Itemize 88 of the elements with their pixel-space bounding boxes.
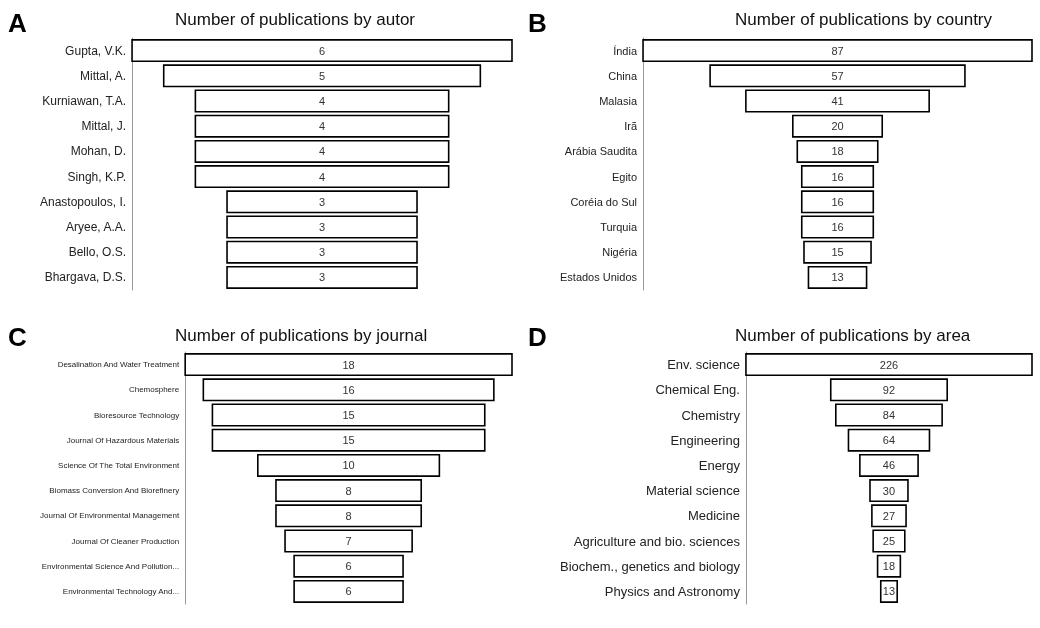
category-label: Environmental Science And Pollution... [41,561,180,571]
category-label: Índia [613,44,638,57]
data-label: 4 [318,120,326,133]
data-label: 3 [318,271,326,284]
category-label: Mohan, D. [70,144,127,159]
category-label: Irã [624,120,638,133]
category-label: Bioresource Technology [93,410,180,420]
text: Number of publications by journal [175,326,428,345]
data-label: 18 [342,358,355,371]
data-label: 10 [342,459,355,472]
category-label: Environmental Technology And... [62,586,180,596]
data-label: 7 [345,535,352,547]
category-label: Chemistry [681,407,741,423]
category-label: Physics and Astronomy [604,583,741,599]
data-label: 18 [882,560,896,573]
category-label: Kurniawan, T.A. [42,94,127,108]
category-label: Biochem., genetics and biology [559,558,741,574]
category-label: Gupta, V.K. [65,43,127,58]
category-label: Malasia [599,95,638,107]
category-label: Science Of The Total Environment [58,460,180,470]
category-label: Singh, K.P. [67,169,127,184]
data-label: 16 [831,195,844,208]
text: A [8,8,27,39]
category-label: Mittal, J. [81,119,127,134]
data-label: 64 [882,434,896,447]
data-label: 13 [831,271,844,284]
text: Number of publications by autor [175,10,416,29]
data-label: 13 [882,585,896,598]
category-label: Biomass Conversion And Biorefinery [49,486,180,496]
category-label: Journal Of Environmental Management [40,511,180,521]
text: D [528,322,547,353]
text: C [8,322,27,353]
data-label: 15 [342,434,355,447]
data-label: 6 [345,585,352,598]
text: Number of publications by area [735,326,971,345]
data-label: 16 [342,383,355,396]
category-label: Bhargava, D.S. [44,270,127,285]
category-label: Desalination And Water Treatment [57,360,180,370]
category-label: Egito [611,170,638,183]
category-label: Engineering [670,432,740,448]
category-label: Nigéria [602,246,638,259]
category-label: Aryee, A.A. [66,220,127,234]
data-label: 15 [831,246,844,259]
data-label: 3 [318,195,326,208]
category-label: Medicine [687,508,740,524]
data-label: 46 [882,459,896,472]
data-label: 16 [831,170,844,183]
data-label: 3 [318,246,326,259]
category-label: Env. science [667,357,740,373]
data-label: 16 [831,221,844,233]
data-label: 84 [882,409,896,421]
data-label: 15 [342,409,355,421]
category-label: Chemical Eng. [655,382,740,398]
category-label: Estados Unidos [560,271,638,284]
data-label: 4 [318,145,326,158]
data-label: 4 [318,170,326,183]
data-label: 4 [318,95,326,107]
text: B [528,8,547,39]
text: Number of publications by country [735,10,993,29]
data-label: 6 [318,44,326,57]
data-label: 20 [831,120,844,133]
category-label: Mittal, A. [80,68,127,83]
category-label: Journal Of Hazardous Materials [66,435,180,445]
data-label: 6 [345,560,352,573]
category-label: Chemosphere [128,385,180,395]
data-label: 226 [879,358,899,371]
category-label: Anastopoulos, I. [39,194,127,209]
data-label: 18 [831,145,844,158]
data-label: 30 [882,484,896,497]
category-label: Agriculture and bio. sciences [573,533,741,549]
data-label: 5 [318,69,326,82]
data-label: 87 [831,44,844,57]
data-label: 92 [882,383,896,396]
data-label: 8 [345,509,352,522]
category-label: Coréia do Sul [570,195,638,208]
category-label: China [608,69,638,82]
category-label: Material science [646,483,740,499]
category-label: Bello, O.S. [68,245,127,260]
data-label: 8 [345,484,352,497]
category-label: Arábia Saudita [564,145,638,158]
data-label: 41 [831,95,844,107]
category-label: Journal Of Cleaner Production [71,536,180,546]
data-label: 57 [831,69,844,82]
data-label: 25 [882,535,896,547]
category-label: Energy [698,457,741,473]
category-label: Turquia [600,221,638,233]
data-label: 27 [882,509,896,522]
data-label: 3 [318,221,326,233]
